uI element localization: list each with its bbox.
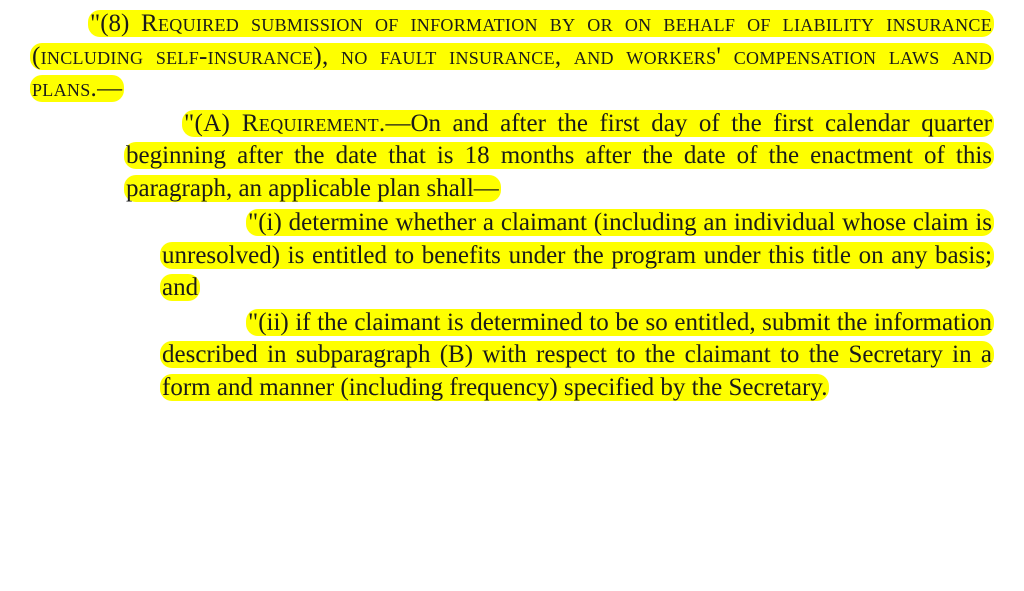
- statute-page: "(8) Required submission of information …: [0, 0, 1024, 416]
- paragraph-8-heading: "(8) Required submission of information …: [30, 8, 994, 106]
- clause-ii: "(ii) if the claimant is determined to b…: [160, 307, 994, 405]
- heading-text: Required submission of information by or…: [32, 10, 992, 102]
- highlighted-text: "(A) Requirement.—On and after the first…: [124, 110, 994, 202]
- highlighted-text: "(i) determine whether a claimant (inclu…: [160, 209, 994, 301]
- clause-ii-text: "(ii) if the claimant is determined to b…: [162, 309, 992, 401]
- highlighted-text: "(ii) if the claimant is determined to b…: [160, 309, 994, 401]
- para-number: "(8): [90, 10, 129, 37]
- subparagraph-a: "(A) Requirement.—On and after the first…: [124, 108, 994, 206]
- clause-i: "(i) determine whether a claimant (inclu…: [160, 207, 994, 305]
- highlighted-text: "(8) Required submission of information …: [30, 10, 994, 102]
- clause-i-text: "(i) determine whether a claimant (inclu…: [162, 209, 992, 301]
- sub-a-label: "(A) Requirement.: [184, 110, 385, 137]
